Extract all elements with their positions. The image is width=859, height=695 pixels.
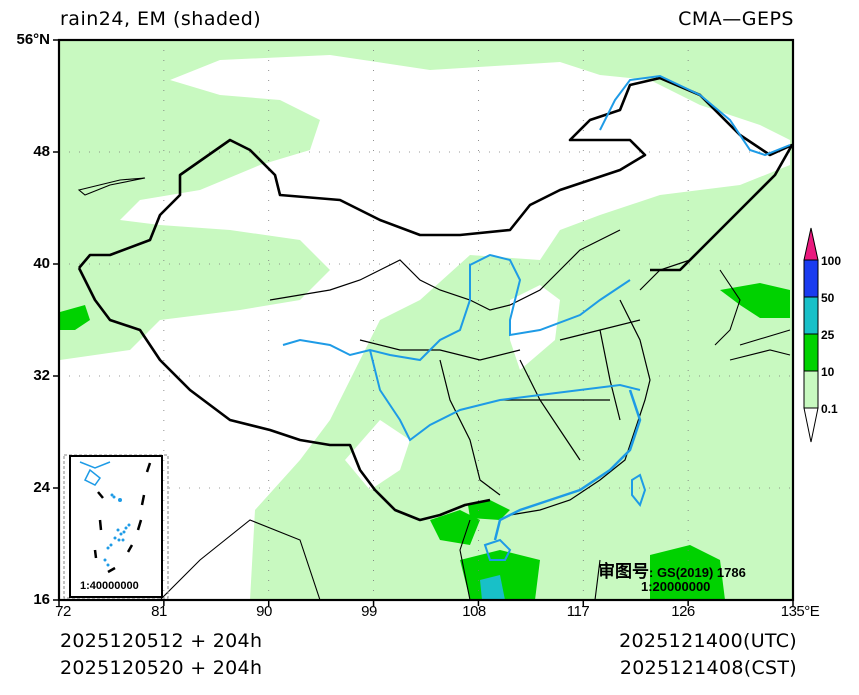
model-name: CMA—GEPS	[678, 8, 794, 30]
y-tick-40: 40	[33, 255, 50, 272]
neighbor-borders	[77, 177, 791, 600]
y-tick-24: 24	[33, 479, 50, 496]
init-time-cst: 2025120520 + 204h	[60, 657, 263, 679]
map-approval-number: 审图号: GS(2019) 1786 1:20000000	[598, 557, 746, 594]
x-tick-81: 81	[151, 603, 167, 620]
colorbar-label-50: 50	[821, 291, 835, 305]
south-china-sea-inset	[63, 454, 169, 599]
approval-label-cn: 审图号	[598, 562, 649, 582]
colorbar	[803, 227, 819, 443]
chart-title: rain24, EM (shaded)	[60, 8, 262, 30]
x-tick-135: 135°E	[780, 603, 820, 620]
axis-ticks	[53, 39, 794, 606]
map-frame	[57, 38, 795, 602]
x-tick-99: 99	[361, 603, 377, 620]
approval-number: : GS(2019) 1786	[649, 565, 746, 580]
y-tick-32: 32	[33, 367, 50, 384]
valid-time-cst: 2025121408(CST)	[619, 657, 797, 679]
map-scale: 1:20000000	[641, 579, 711, 594]
x-tick-117: 117	[566, 603, 590, 620]
yellow-river	[282, 253, 631, 362]
coastal-outline-blue	[493, 389, 642, 541]
colorbar-label-0-1: 0.1	[821, 402, 838, 416]
gridlines	[59, 40, 793, 600]
taiwan-island	[631, 473, 647, 508]
colorbar-label-25: 25	[821, 328, 835, 342]
valid-time-utc: 2025121400(UTC)	[619, 630, 797, 652]
amur-river	[599, 74, 791, 157]
heavy-rain-areas	[480, 575, 505, 600]
x-tick-126: 126	[671, 603, 695, 620]
x-tick-72: 72	[55, 603, 71, 620]
y-tick-48: 48	[33, 143, 50, 160]
hainan-island	[483, 538, 512, 561]
inset-scale: 1:40000000	[80, 580, 139, 592]
x-tick-90: 90	[256, 603, 272, 620]
init-time-utc: 2025120512 + 204h	[60, 630, 263, 652]
y-tick-56: 56°N	[16, 31, 50, 48]
yangtze-river	[369, 349, 641, 442]
y-tick-16: 16	[33, 591, 50, 608]
x-tick-108: 108	[462, 603, 486, 620]
colorbar-label-100: 100	[821, 254, 842, 268]
colorbar-label-10: 10	[821, 365, 835, 379]
